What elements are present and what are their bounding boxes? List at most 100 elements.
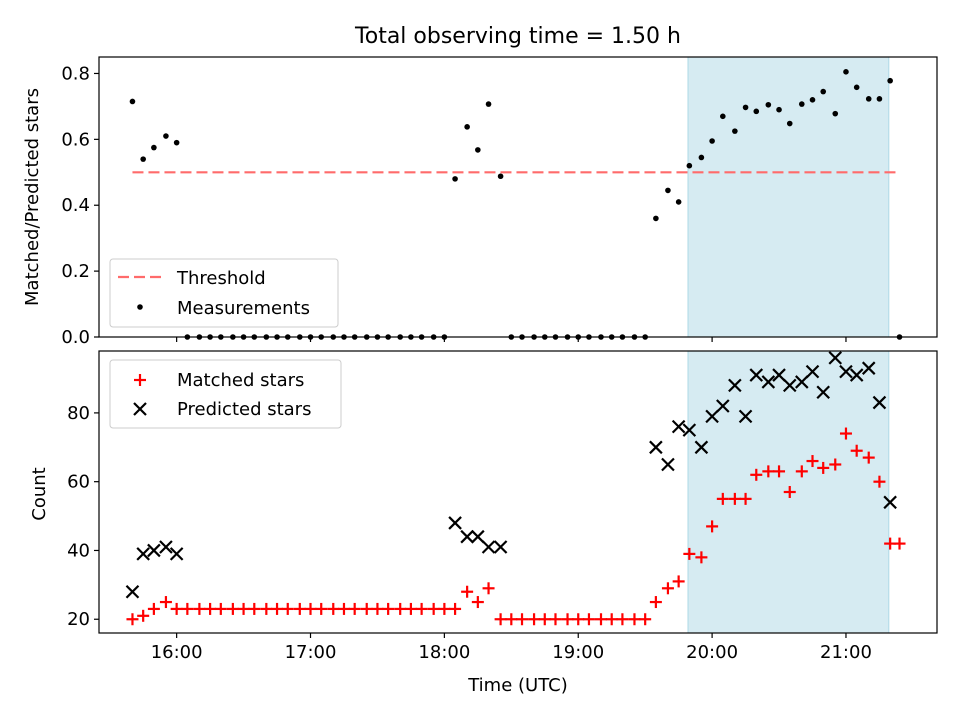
matched-stars-point [348, 602, 361, 615]
measurement-point [865, 96, 872, 102]
x-tick-label: 17:00 [285, 642, 337, 663]
matched-stars-point [159, 596, 172, 609]
matched-stars-point [505, 613, 518, 626]
matched-stars-point [337, 602, 350, 615]
measurement-point [786, 120, 793, 127]
matched-stars-point [661, 582, 674, 595]
measurement-point [853, 84, 860, 91]
matched-stars-point [783, 486, 796, 498]
top-panel-highlight-span [687, 56, 890, 338]
y-tick-label: 40 [67, 540, 90, 561]
matched-stars-point [382, 602, 395, 615]
top-legend-measurements-swatch [137, 304, 143, 310]
matched-stars-point [181, 602, 194, 615]
predicted-stars-point [649, 440, 663, 455]
predicted-stars-point [159, 540, 173, 554]
predicted-stars-point [125, 584, 140, 599]
bottom-panel-frame [98, 350, 938, 634]
measurement-point [497, 173, 504, 180]
matched-stars-point [893, 537, 906, 550]
matched-stars-point [248, 602, 261, 615]
top-panel-ticks: 0.0 0.2 0.4 0.6 0.8 [61, 63, 847, 348]
bottom-y-axis-label: Count [29, 467, 50, 520]
measurement-point [720, 113, 726, 120]
matched-stars-point [415, 602, 428, 615]
matched-stars-point [639, 613, 652, 626]
measurement-point [464, 124, 470, 130]
matched-stars-point [471, 596, 484, 609]
predicted-stars-point [749, 368, 764, 382]
bottom-panel-marks [125, 351, 906, 626]
chart-title: Total observing time = 1.50 h [354, 24, 681, 49]
bottom-panel-count: 16:00 17:00 18:00 19:00 20:00 21:00 20 40 60 80 C… [29, 350, 938, 696]
predicted-stars-point [816, 385, 830, 400]
matched-stars-point [728, 492, 741, 505]
matched-stars-point [494, 613, 507, 626]
y-tick-label: 0.4 [61, 195, 90, 216]
measurement-point [843, 69, 849, 75]
matched-stars-point [795, 465, 808, 478]
top-legend-box [109, 258, 339, 328]
matched-stars-point [549, 613, 562, 626]
bottom-legend-matched-label: Matched stars [177, 370, 304, 391]
y-tick-label: 60 [67, 472, 90, 493]
matched-stars-point [839, 427, 852, 440]
matched-stars-point [147, 602, 160, 615]
measurement-point [475, 147, 481, 153]
measurement-point [776, 106, 782, 113]
matched-stars-point [706, 520, 719, 533]
y-tick-label: 0.0 [61, 327, 90, 348]
predicted-stars-point [661, 457, 675, 472]
matched-stars-point [482, 582, 495, 595]
matched-stars-point [528, 613, 541, 626]
predicted-stars-point [795, 375, 809, 389]
predicted-stars-point [671, 419, 686, 434]
measurement-point [820, 88, 827, 95]
matched-stars-point [315, 602, 328, 615]
matched-stars-point [193, 602, 206, 615]
top-legend: Threshold Measurements [109, 258, 339, 328]
measurement-point [709, 138, 715, 144]
y-tick-label: 0.6 [61, 129, 90, 150]
measurement-point [665, 187, 671, 194]
matched-stars-point [461, 585, 474, 598]
measurement-point [809, 97, 816, 103]
measurement-point [887, 77, 893, 84]
matched-stars-point [829, 458, 842, 471]
bottom-panel-ticks: 16:00 17:00 18:00 19:00 20:00 21:00 20 40 60 80 [67, 403, 872, 663]
top-y-axis-label: Matched/Predicted stars [22, 88, 43, 306]
predicted-stars-point [761, 375, 776, 389]
predicted-stars-point [782, 378, 797, 393]
x-tick-label: 18:00 [418, 642, 470, 663]
matched-stars-point [750, 468, 763, 481]
predicted-stars-point [738, 409, 753, 424]
top-legend-threshold-label: Threshold [176, 268, 266, 289]
matched-stars-point [649, 596, 662, 609]
predicted-stars-point [861, 361, 876, 375]
predicted-stars-point [147, 543, 161, 558]
matched-stars-point [438, 602, 451, 615]
predicted-stars-point [883, 495, 897, 510]
predicted-stars-point [705, 409, 719, 424]
matched-stars-point [594, 613, 607, 626]
matched-stars-point [672, 575, 685, 588]
top-panel-ratio: 0.00.20.40.60.8 Matched/Predicted stars … [22, 56, 938, 348]
matched-stars-point [572, 613, 585, 626]
bottom-legend: Matched stars Predicted stars [109, 359, 342, 429]
matched-stars-point [773, 465, 786, 478]
measurement-point [452, 176, 458, 182]
matched-stars-point [260, 602, 273, 615]
matched-stars-point [817, 461, 830, 474]
matched-stars-point [683, 547, 696, 560]
top-panel-frame [98, 56, 938, 338]
y-tick-label: 80 [67, 403, 90, 424]
measurement-point [163, 133, 169, 139]
bottom-legend-predicted-swatch [133, 402, 147, 416]
measurement-point [732, 128, 738, 134]
measurement-point [653, 215, 659, 222]
matched-stars-point [873, 475, 886, 488]
matched-stars-point [404, 602, 417, 615]
predicted-stars-point [849, 368, 864, 382]
predicted-stars-point [872, 395, 887, 410]
predicted-stars-point [448, 516, 462, 530]
